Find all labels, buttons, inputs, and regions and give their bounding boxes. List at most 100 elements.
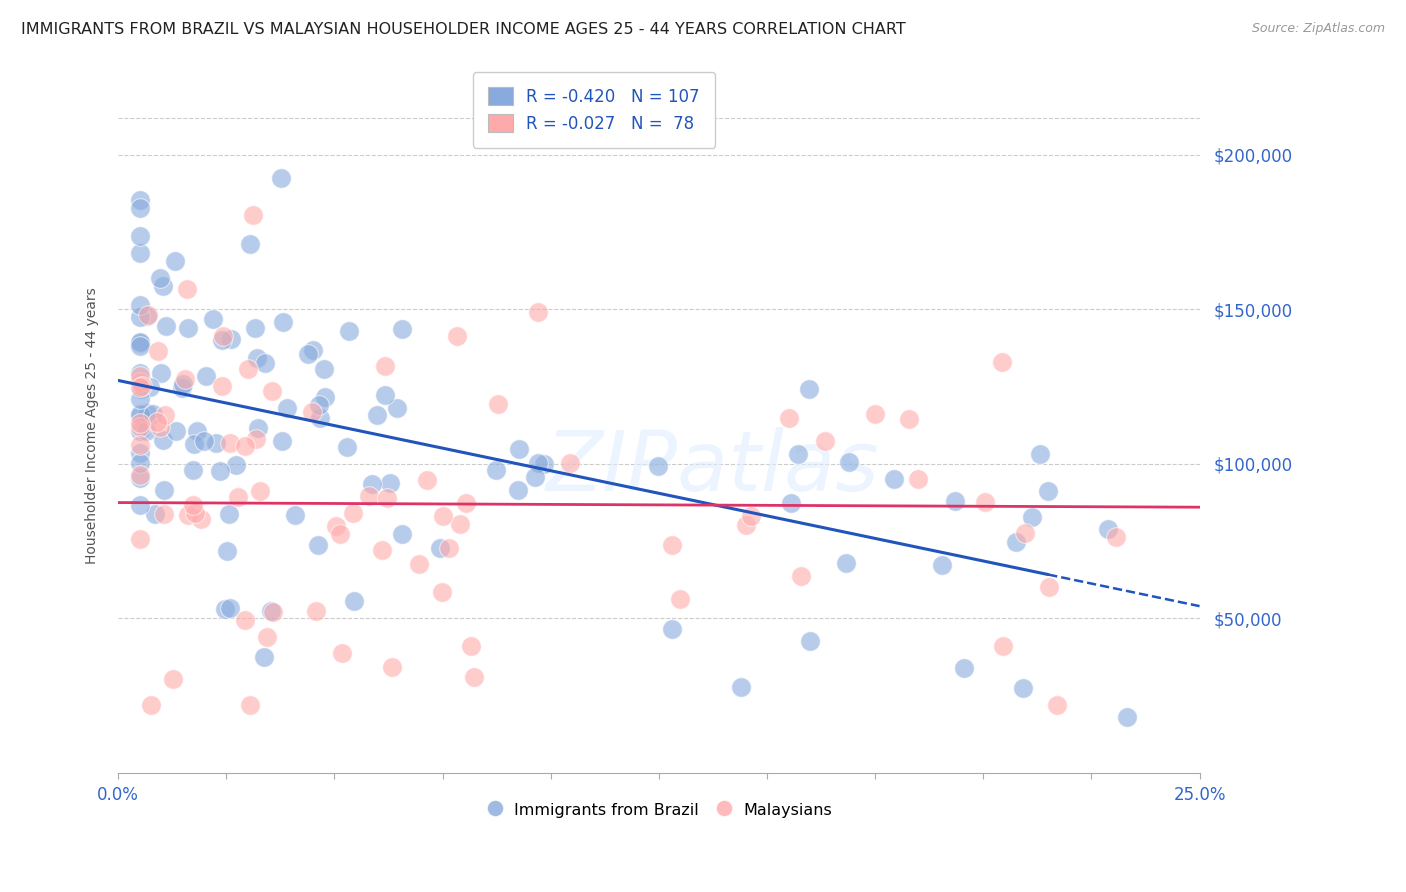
Point [740,508,762,523]
Point [271,315,294,329]
Point [139,380,162,394]
Point [239,698,262,712]
Point [148,271,170,285]
Point [526,305,548,319]
Point [360,477,382,491]
Point [239,236,262,251]
Point [301,405,323,419]
Point [131,379,153,393]
Point [270,170,292,185]
Point [991,640,1014,654]
Point [152,433,174,447]
Point [262,605,284,619]
Point [835,556,858,570]
Point [246,421,269,435]
Point [128,334,150,349]
Point [799,634,821,648]
Point [150,366,173,380]
Point [218,436,240,450]
Point [128,310,150,324]
Point [209,464,232,478]
Point [342,506,364,520]
Point [391,322,413,336]
Point [408,557,430,571]
Point [135,424,157,438]
Point [128,446,150,460]
Point [183,436,205,450]
Point [128,409,150,423]
Point [162,672,184,686]
Point [366,408,388,422]
Point [863,407,886,421]
Point [558,456,581,470]
Text: Source: ZipAtlas.com: Source: ZipAtlas.com [1251,22,1385,36]
Point [271,434,294,448]
Point [226,490,249,504]
Point [128,392,150,407]
Point [153,483,176,497]
Point [238,362,260,376]
Point [780,496,803,510]
Point [195,369,218,384]
Point [430,584,453,599]
Point [155,319,177,334]
Point [249,483,271,498]
Point [139,698,162,712]
Point [149,419,172,434]
Point [128,339,150,353]
Point [128,532,150,546]
Point [211,379,233,393]
Point [661,538,683,552]
Point [193,434,215,448]
Point [173,372,195,386]
Point [190,512,212,526]
Point [153,409,176,423]
Point [446,329,468,343]
Y-axis label: Householder Income Ages 25 - 44 years: Householder Income Ages 25 - 44 years [86,287,100,564]
Point [1105,530,1128,544]
Point [1005,535,1028,549]
Point [460,639,482,653]
Point [485,463,508,477]
Point [1115,710,1137,724]
Point [242,209,264,223]
Point [128,229,150,244]
Point [128,471,150,485]
Point [814,434,837,448]
Point [838,455,860,469]
Point [181,499,204,513]
Point [165,424,187,438]
Point [374,388,396,402]
Point [218,507,240,521]
Point [184,506,207,520]
Point [897,411,920,425]
Point [391,527,413,541]
Point [883,473,905,487]
Point [1038,483,1060,498]
Point [128,420,150,434]
Point [233,438,256,452]
Point [276,401,298,416]
Point [381,660,404,674]
Point [974,495,997,509]
Point [371,542,394,557]
Point [387,401,409,416]
Point [343,594,366,608]
Point [173,377,195,392]
Point [1038,580,1060,594]
Point [1014,526,1036,541]
Point [128,468,150,483]
Point [128,367,150,381]
Point [172,381,194,395]
Point [253,355,276,369]
Point [142,407,165,421]
Point [449,516,471,531]
Point [337,324,360,338]
Point [380,476,402,491]
Point [214,602,236,616]
Point [152,507,174,521]
Point [135,309,157,323]
Point [463,670,485,684]
Point [225,458,247,472]
Point [219,332,242,346]
